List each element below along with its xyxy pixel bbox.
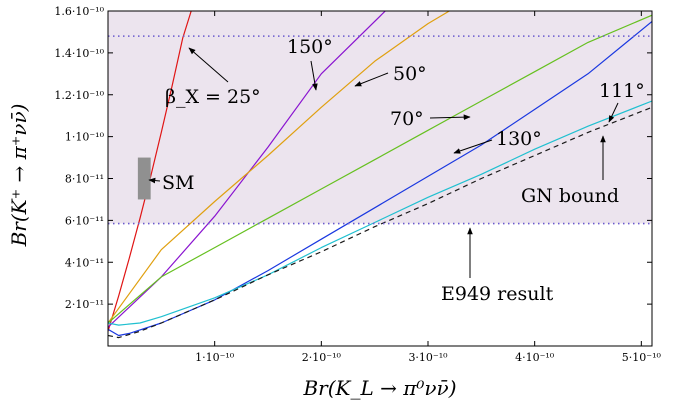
allowed-band [108,11,652,224]
label-beta-x-25: β_X = 25° [165,86,261,108]
arrow-sm [148,177,161,184]
y-tick-label: 1.4·10⁻¹⁰ [54,47,104,60]
series-line-2 [108,11,450,324]
x-tick-label: 1·10⁻¹⁰ [195,351,235,364]
arrow-25 [188,47,229,83]
arrow-50 [354,72,389,87]
y-tick-label: 8·10⁻¹¹ [65,173,104,186]
x-tick-label: 5·10⁻¹⁰ [622,351,662,364]
label-70: 70° [390,108,424,130]
y-tick-label: 1.6·10⁻¹⁰ [54,5,104,18]
label-sm: SM [162,172,194,194]
arrow-111 [608,102,619,123]
arrow-70 [429,114,471,120]
y-tick-label: 2·10⁻¹¹ [65,298,104,311]
sm-box [137,157,151,200]
series-line-0 [108,11,192,332]
arrow-150 [310,60,318,91]
label-e949-result: E949 result [441,283,554,305]
label-50: 50° [393,63,427,85]
y-tick-label: 1·10⁻¹⁰ [65,131,105,144]
label-111: 111° [599,80,645,102]
label-gn-bound: GN bound [521,185,619,207]
x-tick-label: 3·10⁻¹⁰ [408,351,448,364]
series-line-3 [108,14,652,324]
y-tick-label: 6·10⁻¹¹ [65,214,104,227]
label-150: 150° [287,36,333,58]
arrow-130 [453,139,493,154]
label-130: 130° [496,128,542,150]
y-tick-label: 1.2·10⁻¹⁰ [54,89,104,102]
y-tick-label: 4·10⁻¹¹ [65,256,104,269]
y-axis-label: Br(K⁺ → π⁺νν̄) [7,104,31,248]
x-tick-label: 2·10⁻¹⁰ [302,351,342,364]
x-tick-label: 4·10⁻¹⁰ [515,351,555,364]
series-line-4 [108,21,652,337]
x-axis-label: Br(K_L → π⁰νν̄) [302,376,456,400]
series-line-5 [108,100,652,326]
